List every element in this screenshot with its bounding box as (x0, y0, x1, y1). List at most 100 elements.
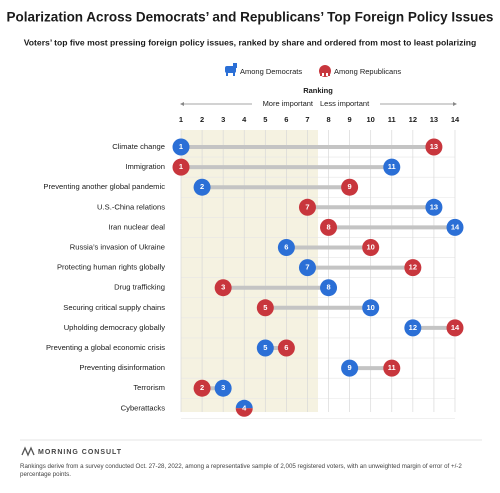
dot-label: 2 (200, 383, 204, 392)
dot-label: 13 (430, 202, 438, 211)
category-label: Drug trafficking (114, 283, 165, 292)
dot-label: 13 (430, 142, 438, 151)
category-label: U.S.-China relations (97, 202, 165, 211)
dot (235, 399, 253, 409)
less-important-label: Less important (320, 99, 370, 108)
dot-label: 6 (284, 343, 288, 352)
dot-label: 7 (305, 202, 309, 211)
category-label: Cyberattacks (121, 403, 166, 412)
dot (277, 339, 295, 357)
legend-icon-republicans (319, 65, 331, 77)
x-tick-label: 2 (200, 115, 204, 124)
dot-label: 1 (179, 162, 183, 171)
x-tick-label: 11 (388, 115, 396, 124)
dot-label: 9 (348, 182, 352, 191)
x-tick-label: 13 (430, 115, 438, 124)
dot-label: 9 (348, 363, 352, 372)
legend-icon-democrats (225, 63, 237, 76)
dot-label: 7 (305, 263, 309, 272)
dot (172, 138, 190, 156)
dot-label: 8 (326, 283, 330, 292)
category-label: Iran nuclear deal (108, 222, 165, 231)
dot-label: 5 (263, 343, 267, 352)
chart-subtitle: Voters’ top five most pressing foreign p… (24, 37, 477, 47)
legend-label: Among Democrats (240, 67, 302, 76)
shaded-region (181, 130, 318, 412)
category-label: Protecting human rights globally (57, 263, 165, 272)
dot (362, 299, 380, 317)
dot (446, 218, 464, 236)
x-tick-label: 12 (409, 115, 417, 124)
dot-label: 14 (451, 323, 460, 332)
category-label: Securing critical supply chains (63, 303, 165, 312)
dot (193, 379, 211, 397)
dot-label: 8 (326, 222, 330, 231)
dot (362, 239, 380, 256)
dot (256, 339, 274, 357)
legend-label: Among Republicans (334, 67, 401, 76)
axis-title: Ranking (303, 86, 333, 95)
dot (256, 299, 274, 317)
category-label: Preventing disinformation (79, 363, 165, 372)
dot-label: 3 (221, 283, 225, 292)
more-important-label: More important (263, 99, 314, 108)
x-tick-label: 5 (263, 115, 267, 124)
dot-label: 12 (409, 323, 417, 332)
dot (341, 359, 359, 377)
dot (298, 259, 316, 277)
dot (383, 359, 401, 377)
dot (214, 379, 232, 397)
category-label: Preventing another global pandemic (43, 182, 165, 191)
dot (446, 319, 464, 337)
category-label: Climate change (112, 142, 165, 151)
dot (214, 279, 232, 297)
dot (277, 239, 295, 256)
logo (21, 446, 35, 457)
dot-label: 2 (200, 182, 204, 191)
dot (320, 279, 338, 297)
x-tick-label: 8 (326, 115, 330, 124)
dot-label: 4 (242, 403, 247, 412)
dot (235, 408, 253, 417)
source: MORNING CONSULT (38, 449, 122, 456)
dot (298, 198, 316, 216)
x-tick-label: 6 (284, 115, 288, 124)
dot (172, 158, 190, 176)
x-tick-label: 4 (242, 115, 247, 124)
arrow-head (180, 102, 184, 106)
category-label: Immigration (125, 162, 165, 171)
x-tick-label: 1 (179, 115, 183, 124)
arrow-head (453, 102, 457, 106)
dot-label: 3 (221, 383, 225, 392)
dot (425, 138, 443, 156)
category-label: Upholding democracy globally (64, 323, 166, 332)
dot (404, 259, 422, 277)
category-label: Terrorism (133, 383, 165, 392)
chart-title: Polarization Across Democrats’ and Repub… (7, 10, 494, 25)
dot (404, 319, 422, 337)
dot (341, 178, 359, 196)
dot-label: 11 (388, 162, 396, 171)
x-tick-label: 3 (221, 115, 225, 124)
dot (193, 178, 211, 196)
x-tick-label: 14 (451, 115, 460, 124)
dot-label: 10 (367, 303, 375, 312)
dot-label: 11 (388, 363, 396, 372)
dot-label: 1 (179, 142, 183, 151)
dot-label: 10 (367, 242, 375, 251)
dot-label: 14 (451, 222, 460, 231)
x-tick-label: 7 (305, 115, 309, 124)
dot (383, 158, 401, 176)
x-tick-label: 9 (348, 115, 352, 124)
dot (320, 218, 338, 236)
footnote: Rankings derive from a survey conducted … (20, 463, 462, 478)
dot-label: 12 (409, 263, 417, 272)
dot-label: 5 (263, 303, 267, 312)
category-label: Preventing a global economic crisis (46, 343, 165, 352)
category-label: Russia’s invasion of Ukraine (70, 243, 165, 252)
x-tick-label: 10 (367, 115, 375, 124)
dot (425, 198, 443, 216)
